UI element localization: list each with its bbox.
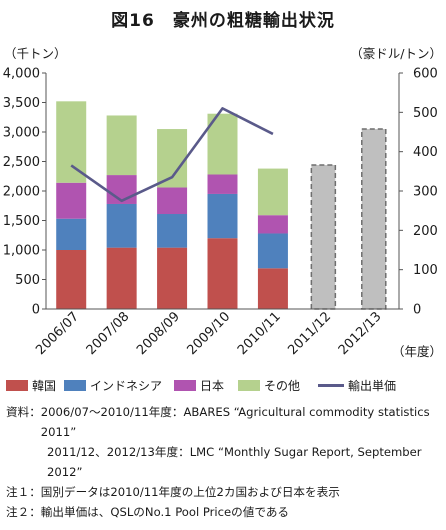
legend: 韓国 インドネシア 日本 その他 輸出単価 (6, 377, 446, 395)
note-2-label: 注２： (6, 505, 41, 519)
bar-segment-korea (207, 238, 238, 309)
note-1-label: 注１： (6, 485, 41, 499)
x-tick-label: 2006/07 (33, 309, 82, 358)
right-tick-label: 500 (413, 106, 438, 121)
x-tick-label: 2010/11 (235, 309, 284, 358)
legend-swatch-japan (174, 380, 196, 391)
right-tick-label: 100 (413, 263, 438, 278)
legend-item-other: その他 (238, 377, 300, 394)
legend-item-korea: 韓国 (6, 377, 56, 394)
right-tick-label: 200 (413, 224, 438, 239)
bar-segment-indonesia (257, 233, 288, 269)
x-tick-label: 2009/10 (185, 309, 234, 358)
x-tick-label: 2011/12 (285, 309, 334, 358)
x-axis-tick-labels: 2006/07 2007/08 2008/09 2009/10 2010/11 2011/… (33, 309, 384, 358)
left-tick-label: 500 (15, 273, 40, 288)
source-label: 資料： (6, 405, 41, 419)
right-tick-label: 600 (413, 67, 438, 82)
right-tick-label: 300 (413, 185, 438, 200)
chart-plot: （千トン） （豪ドル/トン） （年度） 0 500 1,000 1,500 2,000 2… (3, 46, 442, 359)
legend-item-indonesia: インドネシア (64, 377, 162, 394)
bar-stacks (56, 101, 387, 310)
bar-segment-indonesia (207, 193, 238, 239)
bar-forecast-total (361, 128, 387, 310)
left-tick-label: 2,000 (3, 185, 40, 200)
x-tick-label: 2007/08 (84, 309, 133, 358)
legend-item-japan: 日本 (174, 377, 224, 394)
x-tick-label: 2012/13 (336, 309, 385, 358)
legend-label-other: その他 (264, 379, 301, 393)
axes (45, 73, 400, 310)
note-2-text: 輸出単価は、QSLのNo.1 Pool Priceの値である (40, 505, 290, 519)
bar-segment-japan (207, 174, 238, 194)
price-line-path (70, 107, 274, 203)
left-tick-label: 2,500 (3, 155, 40, 170)
bar-segment-japan (157, 187, 188, 215)
x-axis-unit: （年度） (392, 344, 442, 359)
right-axis-ticks: 0 100 200 300 400 500 600 (399, 67, 438, 318)
legend-swatch-export-price (318, 384, 344, 387)
legend-swatch-other (238, 380, 260, 391)
left-tick-label: 4,000 (3, 67, 40, 82)
notes: 資料： 2006/07～2010/11年度：ABARES “Agricultur… (6, 402, 442, 522)
bar-segment-other (157, 129, 188, 188)
right-tick-label: 400 (413, 145, 438, 160)
note-1-text: 国別データは2010/11年度の上位2カ国および日本を表示 (40, 485, 340, 499)
legend-label-japan: 日本 (200, 379, 225, 393)
bar-forecast-total (310, 164, 337, 310)
source-note: 資料： 2006/07～2010/11年度：ABARES “Agricultur… (6, 402, 442, 442)
bar-segment-other (106, 115, 137, 176)
left-axis-ticks: 0 500 1,000 1,500 2,000 2,500 3,000 3,500 4,000 (3, 67, 46, 318)
source-line-1: 2006/07～2010/11年度：ABARES “Agricultural c… (40, 405, 430, 439)
bar-segment-korea (56, 250, 87, 309)
bar-segment-indonesia (56, 218, 87, 250)
bar-segment-other (257, 168, 288, 216)
note-2: 注２： 輸出単価は、QSLのNo.1 Pool Priceの値である (6, 502, 442, 522)
bar-segment-indonesia (106, 203, 137, 248)
bar-segment-korea (106, 247, 137, 309)
left-tick-label: 1,500 (3, 214, 40, 229)
left-tick-label: 0 (32, 303, 40, 318)
right-tick-label: 0 (413, 303, 421, 318)
legend-swatch-korea (6, 380, 28, 391)
right-axis-unit: （豪ドル/トン） (350, 46, 442, 61)
bar-segment-korea (157, 247, 188, 309)
left-tick-label: 1,000 (3, 244, 40, 259)
chart-title: 図16 豪州の粗糖輸出状況 (111, 11, 335, 31)
note-1: 注１： 国別データは2010/11年度の上位2カ国および日本を表示 (6, 482, 442, 502)
legend-item-export-price: 輸出単価 (318, 377, 396, 394)
bar-segment-other (56, 101, 87, 183)
x-tick-label: 2008/09 (134, 309, 183, 358)
left-tick-label: 3,000 (3, 126, 40, 141)
legend-label-indonesia: インドネシア (90, 379, 163, 393)
bar-segment-japan (257, 215, 288, 234)
price-line (70, 107, 274, 203)
legend-label-korea: 韓国 (32, 379, 57, 393)
bar-segment-korea (257, 268, 288, 309)
left-tick-label: 3,500 (3, 96, 40, 111)
bar-segment-japan (56, 182, 87, 219)
legend-label-export-price: 輸出単価 (348, 379, 397, 393)
bar-segment-japan (106, 175, 137, 204)
legend-swatch-indonesia (64, 380, 86, 391)
left-axis-unit: （千トン） (4, 46, 67, 61)
source-line-2: 2011/12、2012/13年度：LMC “Monthly Sugar Rep… (47, 445, 422, 479)
bar-segment-indonesia (157, 214, 188, 248)
